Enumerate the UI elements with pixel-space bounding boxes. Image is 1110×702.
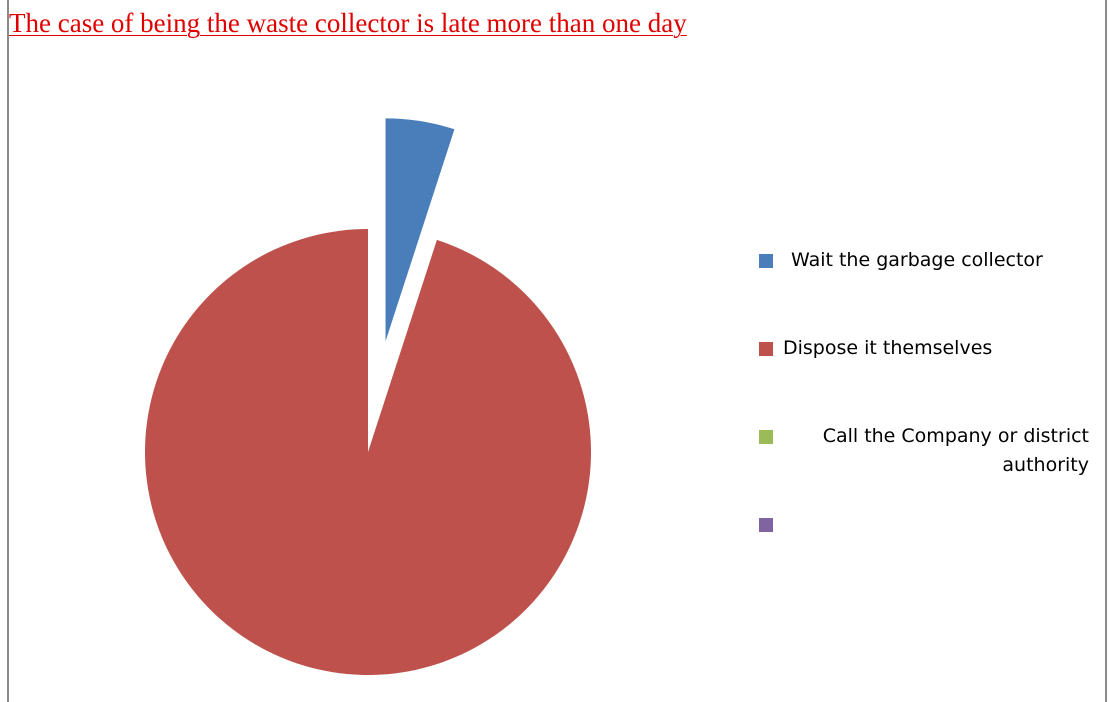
legend-item-call: Call the Company or district authority: [759, 422, 1089, 510]
legend-item-wait: Wait the garbage collector: [759, 246, 1089, 334]
legend-swatch-4: [759, 518, 773, 532]
legend-swatch-wait: [759, 254, 773, 268]
pie-slice-dispose: [144, 229, 591, 676]
chart-title: The case of being the waste collector is…: [9, 8, 687, 38]
legend-item-dispose: Dispose it themselves: [759, 334, 1089, 422]
legend: Wait the garbage collector Dispose it th…: [759, 246, 1089, 598]
legend-label-call: Call the Company or district authority: [822, 425, 1089, 476]
legend-label-wait: Wait the garbage collector: [791, 249, 1043, 271]
legend-swatch-call: [759, 430, 773, 444]
legend-item-4: [759, 510, 1089, 598]
legend-swatch-dispose: [759, 342, 773, 356]
legend-label-dispose: Dispose it themselves: [783, 337, 993, 359]
pie-slice-wait: [385, 118, 455, 342]
chart-frame: [7, 0, 1107, 702]
